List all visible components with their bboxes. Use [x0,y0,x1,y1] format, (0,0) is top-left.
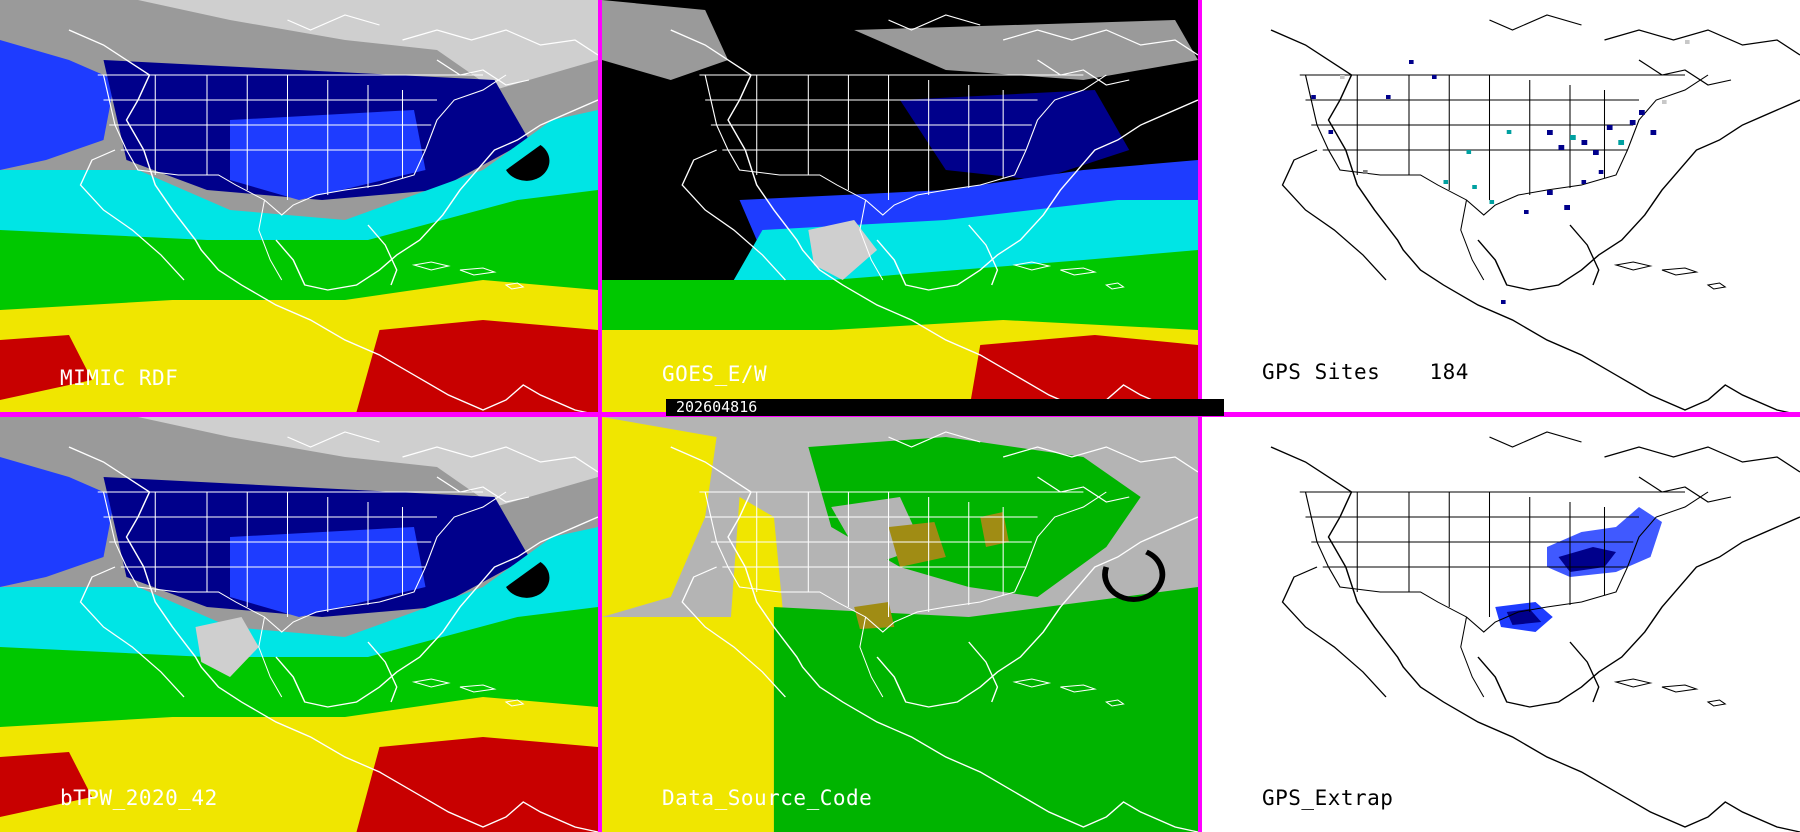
gps-extrap-map [1202,417,1800,832]
timestamp-bar: 202604816 [666,399,1224,416]
panel-label: GPS_Extrap [1262,786,1394,810]
panel-label: GOES_E/W [662,362,768,386]
gps-sites-count: 184 [1429,360,1469,384]
timestamp-text: 202604816 [676,398,758,416]
panel-goes-ew: GOES_E/W [602,0,1198,412]
panel-gps-extrap: GPS_Extrap [1202,417,1800,832]
panel-btpw: bTPW_2020_42 [0,417,598,832]
tpw-map-mimic-rdf [0,0,598,412]
gps-sites-map [1202,0,1800,412]
panel-label: bTPW_2020_42 [60,786,218,810]
data-source-code-map [602,417,1198,832]
gps-sites-label: GPS Sites [1262,360,1381,384]
panel-data-source-code: Data_Source_Code [602,417,1198,832]
panel-label: MIMIC RDF [60,366,179,390]
panel-label: GPS Sites 184 [1262,360,1469,384]
vertical-separator-right [1198,0,1202,832]
panel-mimic-rdf: MIMIC RDF [0,0,598,412]
panel-gps-sites: GPS Sites 184 [1202,0,1800,412]
panel-label: Data_Source_Code [662,786,873,810]
tpw-map-btpw [0,417,598,832]
vertical-separator-left [598,0,602,832]
tpw-map-goes-ew [602,0,1198,412]
gps-site-markers [1311,40,1690,304]
